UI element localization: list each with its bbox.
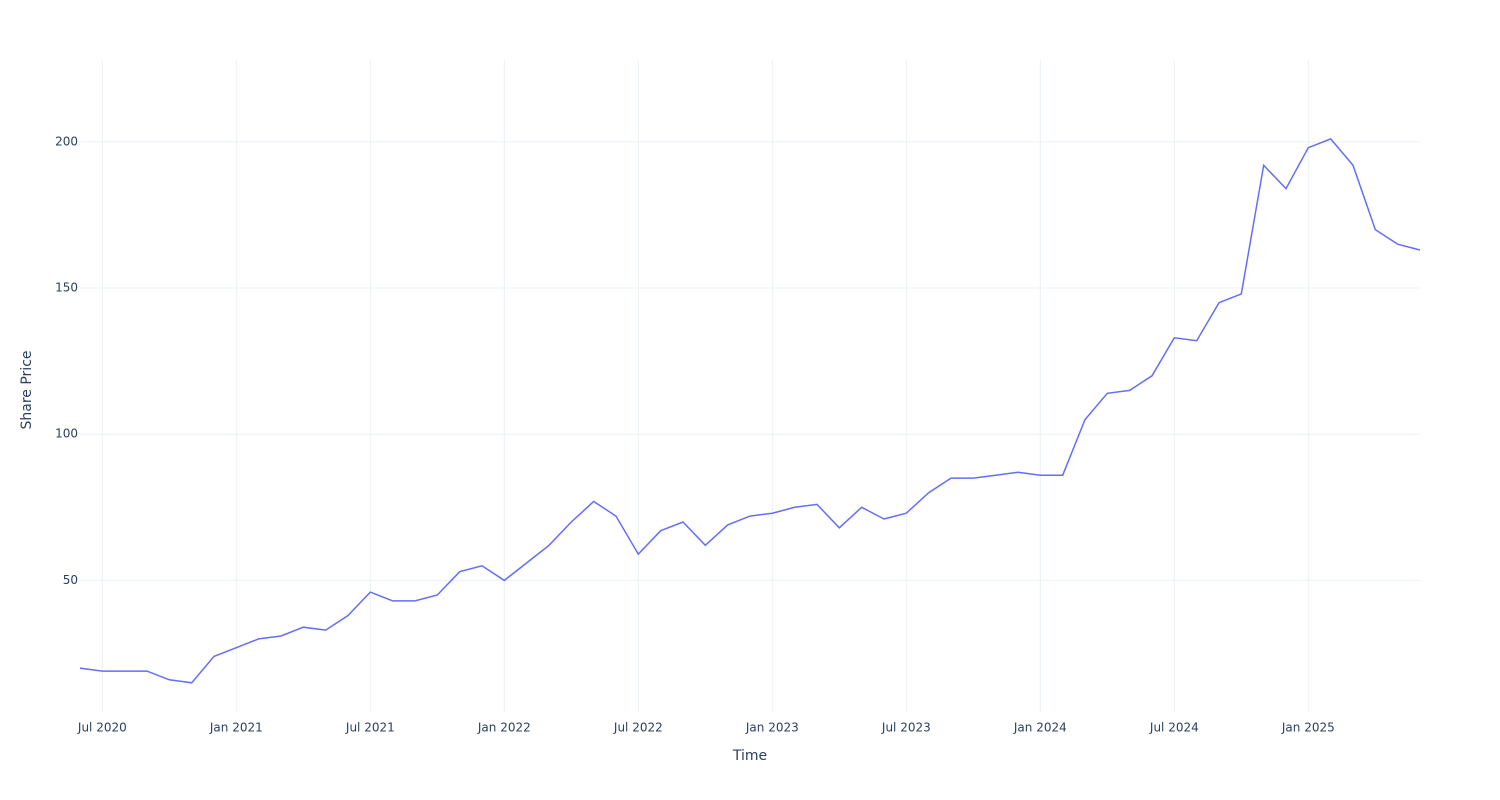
x-tick-label: Jan 2022 — [477, 721, 531, 735]
x-tick-label: Jul 2022 — [613, 721, 663, 735]
y-axis-title: Share Price — [19, 350, 35, 429]
y-tick-label: 50 — [63, 573, 78, 587]
x-tick-label: Jan 2021 — [209, 721, 263, 735]
x-tick-label: Jul 2023 — [881, 721, 931, 735]
x-tick-label: Jan 2023 — [745, 721, 799, 735]
line-series — [79, 138, 1421, 684]
y-tick-label: 100 — [55, 427, 78, 441]
x-tick-label: Jul 2020 — [77, 721, 127, 735]
x-tick-label: Jan 2024 — [1013, 721, 1067, 735]
x-tick-label: Jan 2025 — [1281, 721, 1335, 735]
x-tick-label: Jul 2021 — [345, 721, 395, 735]
y-tick-label: 200 — [55, 134, 78, 148]
x-tick-label: Jul 2024 — [1149, 721, 1199, 735]
x-axis-title: Time — [732, 748, 767, 764]
y-tick-label: 150 — [55, 281, 78, 295]
